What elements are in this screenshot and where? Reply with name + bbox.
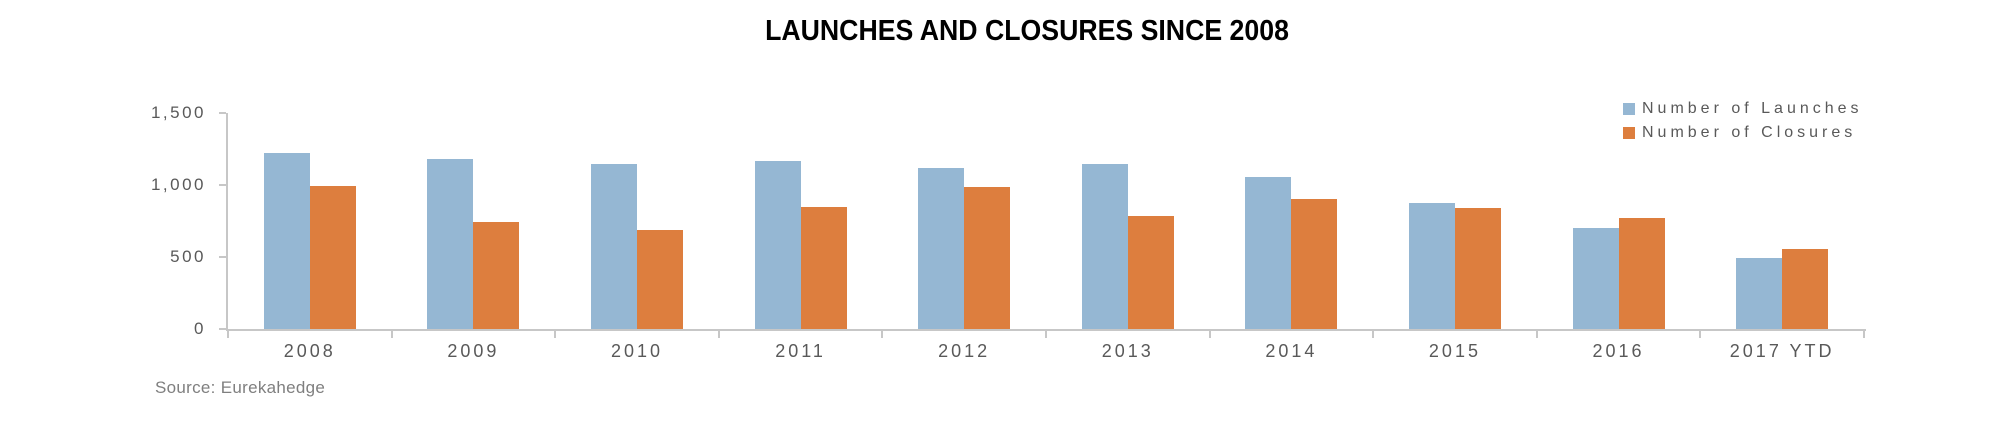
y-axis-labels: 0 500 1,000 1,500 xyxy=(0,103,206,338)
x-axis-tick xyxy=(554,331,557,338)
bar-number-of-launches-2017-ytd xyxy=(1736,258,1783,329)
bar-group-2015 xyxy=(1373,113,1537,329)
bar-number-of-closures-2015 xyxy=(1454,208,1501,329)
bar-number-of-launches-2016 xyxy=(1572,228,1619,329)
y-axis-tick xyxy=(219,184,226,187)
bar-number-of-closures-2008 xyxy=(309,186,356,329)
bar-number-of-launches-2014 xyxy=(1245,177,1292,329)
plot-area xyxy=(219,112,1866,338)
x-axis-tick xyxy=(1208,331,1211,338)
x-axis-tick xyxy=(1045,331,1047,338)
legend-item-closures: Number of Closures xyxy=(1623,121,1863,145)
bar-group-2013 xyxy=(1046,113,1210,329)
bar-group-2017-ytd xyxy=(1700,113,1864,329)
x-axis-label-2010: 2010 xyxy=(610,341,663,361)
legend-item-launches: Number of Launches xyxy=(1623,97,1863,121)
bar-number-of-launches-2015 xyxy=(1408,203,1455,329)
bar-number-of-launches-2012 xyxy=(918,168,965,329)
bar-group-2014 xyxy=(1210,113,1374,329)
source-note: Source: Eurekahedge xyxy=(155,378,326,397)
x-axis-tick xyxy=(1863,331,1865,338)
x-axis xyxy=(226,329,1866,331)
y-axis-label-1,500: 1,500 xyxy=(150,103,206,122)
x-axis-label-2017-ytd: 2017 YTD xyxy=(1729,341,1835,361)
bar-number-of-launches-2008 xyxy=(263,152,310,329)
x-axis-label-2016: 2016 xyxy=(1592,341,1645,361)
bars-container xyxy=(228,113,1864,329)
y-axis-label-1,000: 1,000 xyxy=(150,175,206,195)
legend-swatch-closures-icon xyxy=(1623,127,1635,139)
y-axis-tick xyxy=(219,256,226,259)
legend-label-closures: Number of Closures xyxy=(1642,124,1857,141)
x-axis-label-2014: 2014 xyxy=(1265,341,1318,361)
bar-number-of-closures-2010 xyxy=(636,230,683,329)
x-axis-tick xyxy=(1699,331,1702,338)
legend: Number of Launches Number of Closures xyxy=(1623,97,1863,145)
bar-number-of-closures-2013 xyxy=(1127,215,1174,329)
bar-number-of-launches-2009 xyxy=(427,159,474,329)
x-axis-tick xyxy=(1535,331,1538,338)
x-axis-label-2009: 2009 xyxy=(447,341,500,361)
x-axis-tick xyxy=(717,331,720,338)
x-axis-label-2011: 2011 xyxy=(775,341,826,361)
bar-number-of-launches-2013 xyxy=(1081,164,1128,329)
x-axis-tick xyxy=(390,331,393,338)
bar-group-2012 xyxy=(882,113,1046,329)
legend-label-launches: Number of Launches xyxy=(1642,100,1863,117)
bar-number-of-closures-2014 xyxy=(1291,198,1338,329)
y-axis-label-500: 500 xyxy=(170,247,206,267)
chart-title: LAUNCHES AND CLOSURES SINCE 2008 xyxy=(765,15,1289,47)
bar-number-of-closures-2017-ytd xyxy=(1782,249,1829,329)
x-axis-label-2015: 2015 xyxy=(1428,341,1481,361)
bar-group-2008 xyxy=(228,113,392,329)
x-axis-tick xyxy=(1372,331,1375,338)
legend-swatch-launches-icon xyxy=(1623,103,1635,115)
bar-number-of-launches-2011 xyxy=(754,161,801,329)
bar-number-of-closures-2016 xyxy=(1618,218,1665,329)
x-axis-label-2013: 2013 xyxy=(1101,341,1154,361)
x-axis-labels: 2008 2009 2010 2011 2012 2013 2014 2015 2016 2017… xyxy=(228,341,1864,362)
y-axis-tick xyxy=(219,112,226,114)
x-axis-tick xyxy=(227,331,229,338)
x-axis-label-2012: 2012 xyxy=(938,341,991,361)
x-axis-tick xyxy=(881,331,884,338)
bar-number-of-closures-2011 xyxy=(800,207,847,329)
y-axis-label-0: 0 xyxy=(194,319,206,338)
bar-number-of-launches-2010 xyxy=(590,164,637,329)
bar-group-2011 xyxy=(719,113,883,329)
y-axis xyxy=(226,113,228,331)
y-axis-tick xyxy=(219,328,226,330)
bar-number-of-closures-2009 xyxy=(473,222,520,329)
x-axis-label-2008: 2008 xyxy=(283,341,336,361)
bar-group-2016 xyxy=(1537,113,1701,329)
bar-number-of-closures-2012 xyxy=(964,187,1011,329)
bar-group-2010 xyxy=(555,113,719,329)
bar-group-2009 xyxy=(392,113,556,329)
